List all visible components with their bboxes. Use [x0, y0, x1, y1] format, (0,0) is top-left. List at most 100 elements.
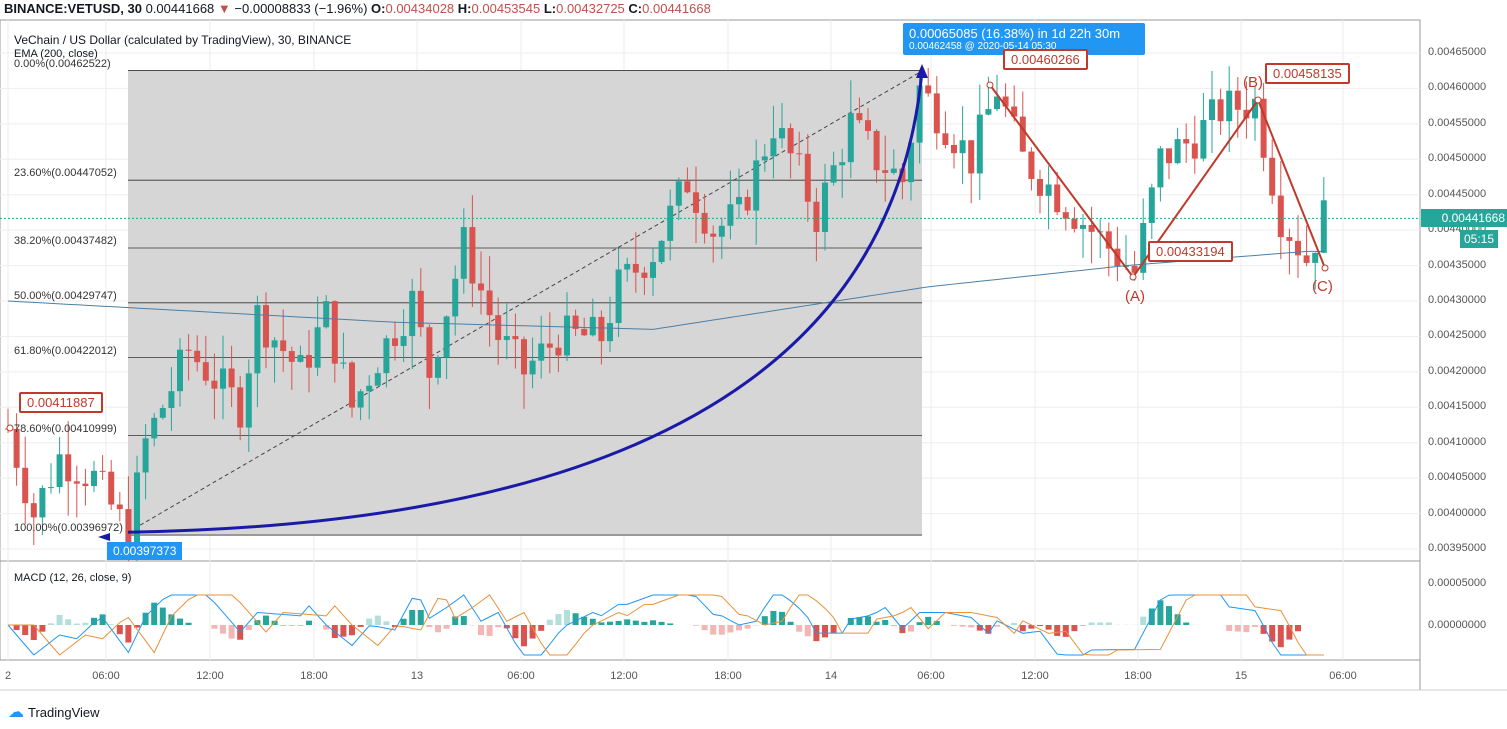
tradingview-icon: ☁	[8, 704, 24, 721]
candle-body	[710, 233, 717, 237]
candle	[546, 312, 553, 374]
macd-histogram-bar	[865, 616, 871, 625]
wave-b-price-label: 0.00458135	[1265, 63, 1350, 84]
candle-body	[1054, 184, 1061, 213]
candle-body	[116, 504, 123, 510]
candle-body	[521, 339, 527, 375]
macd-histogram-bar	[409, 610, 416, 625]
candle-body	[512, 336, 519, 340]
macd-histogram-bar	[426, 625, 433, 628]
candle-body	[13, 428, 20, 468]
abc-wave-line	[989, 84, 1326, 279]
macd-histogram-bar	[400, 618, 407, 625]
y-tick-label: 0.00465000	[1428, 46, 1487, 58]
macd-histogram-bar	[1105, 622, 1112, 625]
candle-body	[641, 272, 648, 278]
macd-histogram-bar	[1140, 616, 1147, 625]
candle-body	[1320, 200, 1327, 253]
candle	[761, 143, 768, 172]
candle	[529, 337, 536, 389]
candle-body	[486, 290, 493, 316]
candle-body	[813, 201, 820, 232]
wave-b-label: (B)	[1243, 74, 1263, 91]
candle-body	[796, 153, 803, 155]
candle-body	[942, 133, 949, 145]
candle-body	[899, 168, 906, 183]
candle-body	[581, 328, 588, 336]
macd-histogram-bar	[1166, 606, 1172, 625]
macd-histogram-bar	[1260, 625, 1267, 634]
candle-body	[1252, 98, 1258, 119]
last-price-tag: 0.00441668	[1421, 209, 1507, 227]
macd-histogram-bar	[890, 625, 897, 627]
candle	[116, 492, 123, 522]
candle	[1157, 145, 1164, 202]
tradingview-logo[interactable]: ☁ TradingView	[8, 702, 100, 722]
candle	[357, 388, 364, 421]
candle-body	[830, 165, 837, 183]
open-label: O:	[371, 1, 386, 16]
macd-histogram-bar	[108, 624, 115, 625]
macd-histogram-bar	[495, 625, 502, 628]
candle	[1286, 228, 1293, 275]
x-tick-label: 06:00	[507, 670, 535, 682]
candle-body	[1174, 139, 1181, 164]
macd-histogram-bar	[572, 613, 579, 625]
candle-body	[555, 347, 562, 356]
macd-histogram-bar	[1028, 625, 1035, 629]
candle-body	[1226, 90, 1233, 122]
candle-body	[443, 316, 450, 358]
wave-point	[6, 424, 14, 432]
candle	[1071, 207, 1078, 233]
candle-body	[546, 343, 553, 348]
candle-body	[426, 327, 433, 378]
candle-body	[822, 182, 828, 232]
candle-body	[994, 96, 1000, 110]
candle-body	[417, 290, 424, 328]
y-tick-label: 0.00435000	[1428, 258, 1487, 271]
close: 0.00441668	[642, 1, 711, 16]
x-tick-label: 14	[824, 670, 838, 682]
macd-histogram-bar	[357, 625, 364, 627]
candle-body	[839, 162, 846, 166]
candle-body	[529, 360, 536, 375]
candle	[400, 309, 407, 362]
left-price-label: 0.00411887	[19, 392, 103, 413]
macd-histogram-bar	[1174, 614, 1181, 625]
candle-body	[1166, 148, 1172, 164]
macd-histogram-bar	[73, 623, 80, 625]
candle-body	[400, 336, 407, 346]
candle	[959, 106, 966, 185]
macd-histogram-bar	[1054, 625, 1061, 636]
macd-histogram-bar	[1088, 622, 1095, 625]
macd-histogram-bar	[994, 625, 1000, 627]
wave-point	[1254, 96, 1262, 104]
macd-histogram-bar	[288, 625, 295, 626]
candle	[1312, 252, 1319, 290]
candle-body	[1045, 184, 1052, 196]
candle	[185, 334, 192, 381]
macd-histogram-bar	[48, 623, 54, 625]
candle-body	[572, 315, 579, 329]
candle-body	[727, 204, 734, 226]
candle	[495, 297, 502, 365]
wave-a-label: (A)	[1125, 288, 1145, 305]
candle	[615, 248, 622, 338]
candle-body	[1209, 99, 1215, 121]
symbol[interactable]: BINANCE:VETUSD, 30	[4, 1, 142, 16]
y-tick-label: 0.00415000	[1428, 400, 1487, 413]
candle-body	[1105, 231, 1112, 249]
candle-body	[108, 471, 115, 505]
candle	[684, 167, 691, 194]
x-tick-label: 2	[4, 670, 12, 682]
macd-histogram-bar	[632, 620, 639, 625]
candle	[1303, 225, 1310, 267]
macd-histogram-bar	[159, 607, 166, 625]
macd-histogram-bar	[546, 619, 553, 625]
candle-body	[1277, 195, 1284, 238]
candle	[1037, 169, 1043, 214]
candle-body	[134, 472, 140, 553]
candle-body	[22, 467, 29, 504]
candle	[13, 413, 20, 486]
